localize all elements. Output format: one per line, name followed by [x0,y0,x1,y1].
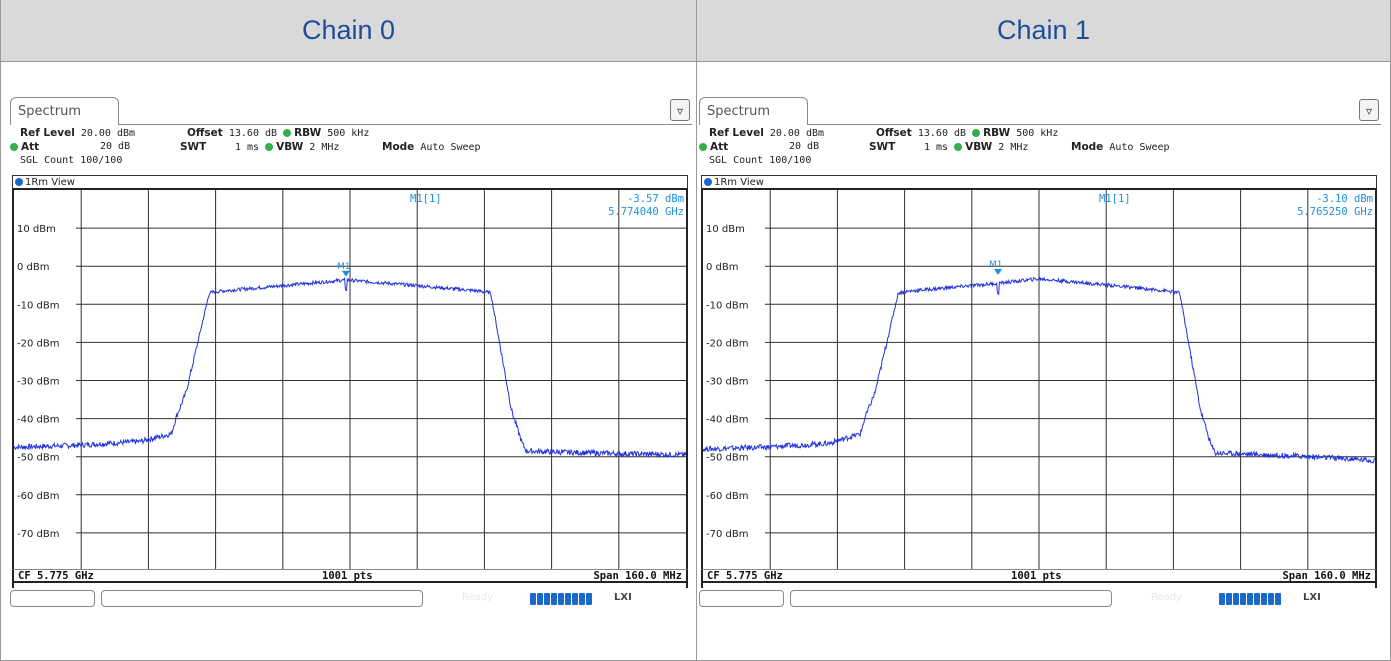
spectrum-trace [703,276,1375,464]
spectrum-chart-svg: 10 dBm 0 dBm -10 dBm -20 dBm -30 dBm -40 dBm -… [703,190,1375,571]
chain-1-header: Chain 1 [697,0,1390,62]
y-tick-label: -10 dBm [17,300,59,311]
status-bar: Ready LXI [699,588,1381,609]
y-tick-label: -30 dBm [706,377,748,388]
y-tick-label: -40 dBm [17,415,59,426]
view-label-text: 1Rm View [714,177,764,188]
y-tick-label: -10 dBm [706,300,748,311]
offset-value: 13.60 dB [917,128,967,139]
status-field-message[interactable] [790,590,1112,607]
lxi-icon: LXI [1303,592,1321,603]
spectrum-chart-svg: 10 dBm 0 dBm -10 dBm -20 dBm -30 dBm -40 dBm -… [14,190,686,571]
marker-readout-level: -3.57 dBm [627,193,684,205]
sweep-mode-value: Auto Sweep [420,142,481,153]
vbw-value: 2 MHz [998,142,1029,153]
sweep-points: 1001 pts [322,570,373,582]
marker-readout-frequency: 5.774040 GHz [608,206,684,218]
trace-indicator-icon [704,178,712,186]
swt-value: 1 ms [924,142,949,153]
sweep-points: 1001 pts [1011,570,1062,582]
y-tick-label: -20 dBm [706,338,748,349]
lxi-icon: LXI [614,592,632,603]
spectrum-panel-chain-1: Spectrum ▿ Ref Level 20.00 dBm Offset 13… [699,97,1381,611]
y-tick-label: 10 dBm [706,224,745,235]
plot-footer: CF 5.775 GHz 1001 pts Span 160.0 MHz [701,569,1377,583]
ready-status: Ready [462,592,494,603]
center-frequency: CF 5.775 GHz [18,570,94,582]
rbw-value: 500 kHz [327,128,370,139]
spectrum-plot: 10 dBm 0 dBm -10 dBm -20 dBm -30 dBm -40 dBm -… [12,188,688,590]
marker-readout-label: M1[1] [410,193,442,205]
sweep-progress-bar [530,593,592,605]
sgl-count: SGL Count 100/100 [20,155,123,166]
y-tick-label: -40 dBm [706,415,748,426]
spectrum-plot: 10 dBm 0 dBm -10 dBm -20 dBm -30 dBm -40 dBm -… [701,188,1377,590]
center-frequency: CF 5.775 GHz [707,570,783,582]
sgl-count: SGL Count 100/100 [709,155,812,166]
vbw-indicator-icon [954,143,963,151]
spectrum-tab[interactable]: Spectrum [699,97,808,125]
marker-readout-frequency: 5.765250 GHz [1297,206,1373,218]
measurement-parameters: Ref Level 20.00 dBm Offset 13.60 dB RBW … [699,126,1377,174]
column-divider [696,0,697,661]
tab-line [807,124,1381,125]
chain-0-header: Chain 0 [1,0,696,62]
y-tick-label: -50 dBm [17,453,59,464]
rbw-indicator-icon [283,129,292,137]
offset-value: 13.60 dB [228,128,278,139]
spectrum-panel-chain-0: Spectrum ▿ Ref Level 20.00 dBm Offset 13… [10,97,692,611]
ref-level-value: 20.00 dBm [80,128,136,139]
att-indicator-icon [10,143,18,151]
y-tick-label: -50 dBm [706,453,748,464]
view-label-text: 1Rm View [25,177,75,188]
y-tick-label: 0 dBm [706,262,739,273]
spectrum-trace [14,277,686,459]
display-config-icon[interactable]: ▿ [670,99,690,121]
status-field-left[interactable] [10,590,95,607]
rbw-value: 500 kHz [1016,128,1059,139]
y-tick-label: -70 dBm [706,529,748,540]
view-label: 1Rm View [701,175,1377,188]
status-field-message[interactable] [101,590,423,607]
y-tick-label: -60 dBm [706,491,748,502]
att-value: 20 dB [100,141,131,152]
y-tick-label: -20 dBm [17,338,59,349]
view-label: 1Rm View [12,175,688,188]
sweep-mode-value: Auto Sweep [1109,142,1170,153]
marker-m1-icon [994,269,1003,276]
measurement-parameters: Ref Level 20.00 dBm Offset 13.60 dB RBW … [10,126,688,174]
spectrum-tab[interactable]: Spectrum [10,97,119,125]
marker-readout-label: M1[1] [1099,193,1131,205]
status-field-left[interactable] [699,590,784,607]
status-bar: Ready LXI [10,588,692,609]
ready-status: Ready [1151,592,1183,603]
marker-readout-level: -3.10 dBm [1316,193,1373,205]
vbw-value: 2 MHz [309,142,340,153]
vbw-indicator-icon [265,143,274,151]
swt-value: 1 ms [235,142,260,153]
marker-m1-tag: M1 [337,262,351,272]
y-tick-label: 0 dBm [17,262,50,273]
y-tick-label: 10 dBm [17,224,56,235]
sweep-progress-bar [1219,593,1281,605]
ref-level-value: 20.00 dBm [769,128,825,139]
plot-footer: CF 5.775 GHz 1001 pts Span 160.0 MHz [12,569,688,583]
att-value: 20 dB [789,141,820,152]
trace-indicator-icon [15,178,23,186]
y-tick-label: -70 dBm [17,529,59,540]
y-tick-label: -30 dBm [17,377,59,388]
marker-m1-icon [341,270,350,277]
y-tick-label: -60 dBm [17,491,59,502]
att-indicator-icon [699,143,707,151]
marker-m1-tag: M1 [989,260,1003,270]
tab-line [118,124,692,125]
rbw-indicator-icon [972,129,981,137]
display-config-icon[interactable]: ▿ [1359,99,1379,121]
frequency-span: Span 160.0 MHz [1282,570,1371,582]
frequency-span: Span 160.0 MHz [593,570,682,582]
